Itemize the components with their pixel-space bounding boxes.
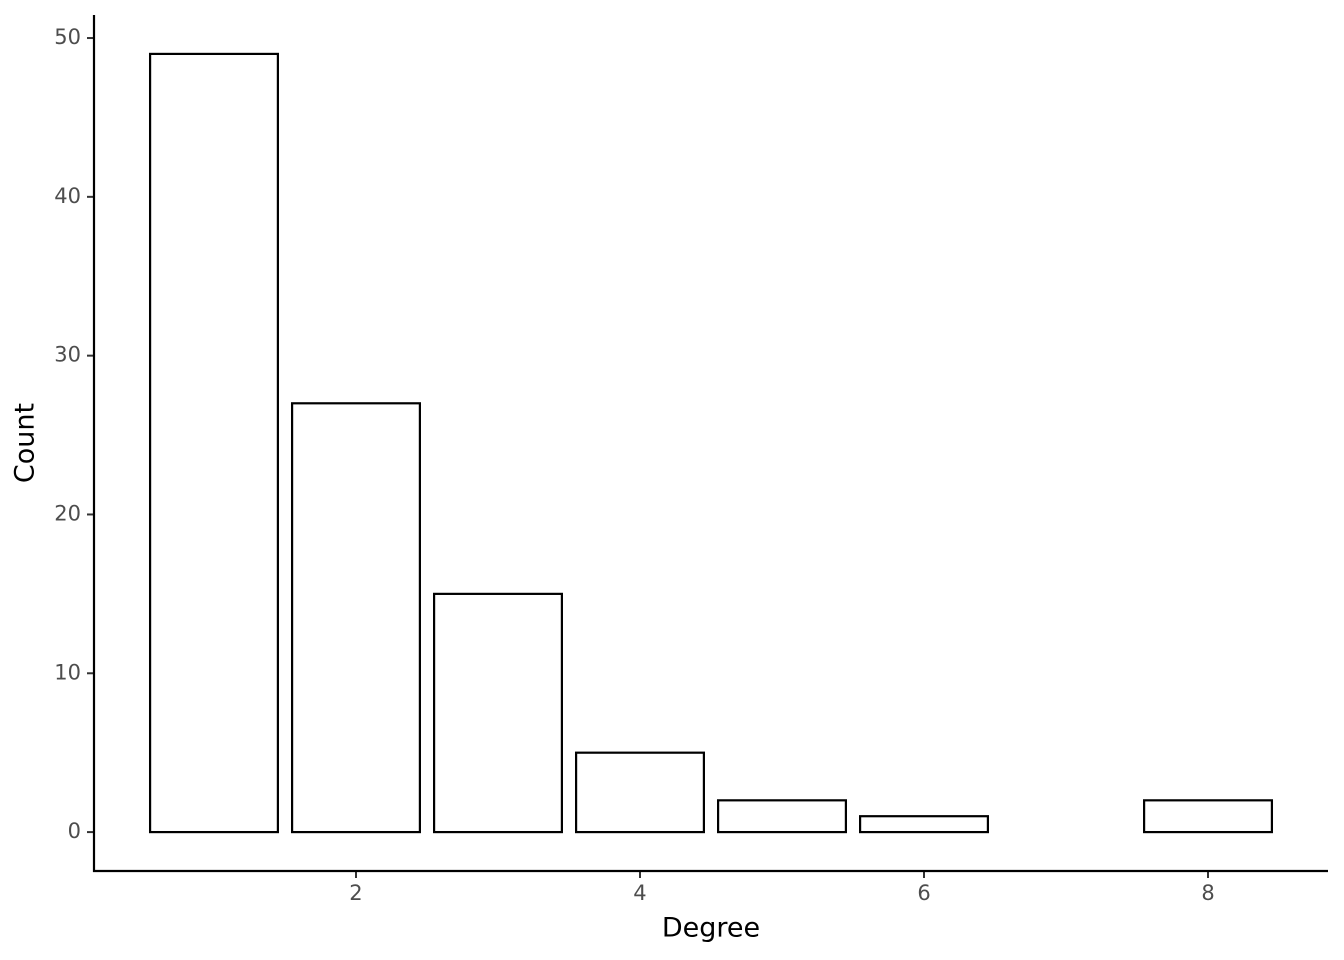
y-tick-label: 20 — [54, 501, 81, 525]
bar — [1143, 799, 1274, 834]
y-tick-label: 30 — [54, 343, 81, 367]
bar — [574, 751, 705, 834]
y-tick-label: 40 — [54, 184, 81, 208]
bar — [859, 815, 990, 834]
y-tick-label: 50 — [54, 25, 81, 49]
y-axis-title: Count — [10, 403, 41, 483]
x-axis-title: Degree — [662, 913, 760, 944]
x-tick-label: 2 — [349, 881, 362, 905]
bar — [290, 402, 421, 834]
bar — [148, 52, 279, 834]
y-tick-label: 0 — [68, 819, 81, 843]
bar — [432, 592, 563, 834]
x-tick-label: 4 — [633, 881, 646, 905]
bar — [717, 799, 848, 834]
y-tick-label: 10 — [54, 660, 81, 684]
x-tick-label: 8 — [1201, 881, 1214, 905]
x-tick-label: 6 — [917, 881, 930, 905]
